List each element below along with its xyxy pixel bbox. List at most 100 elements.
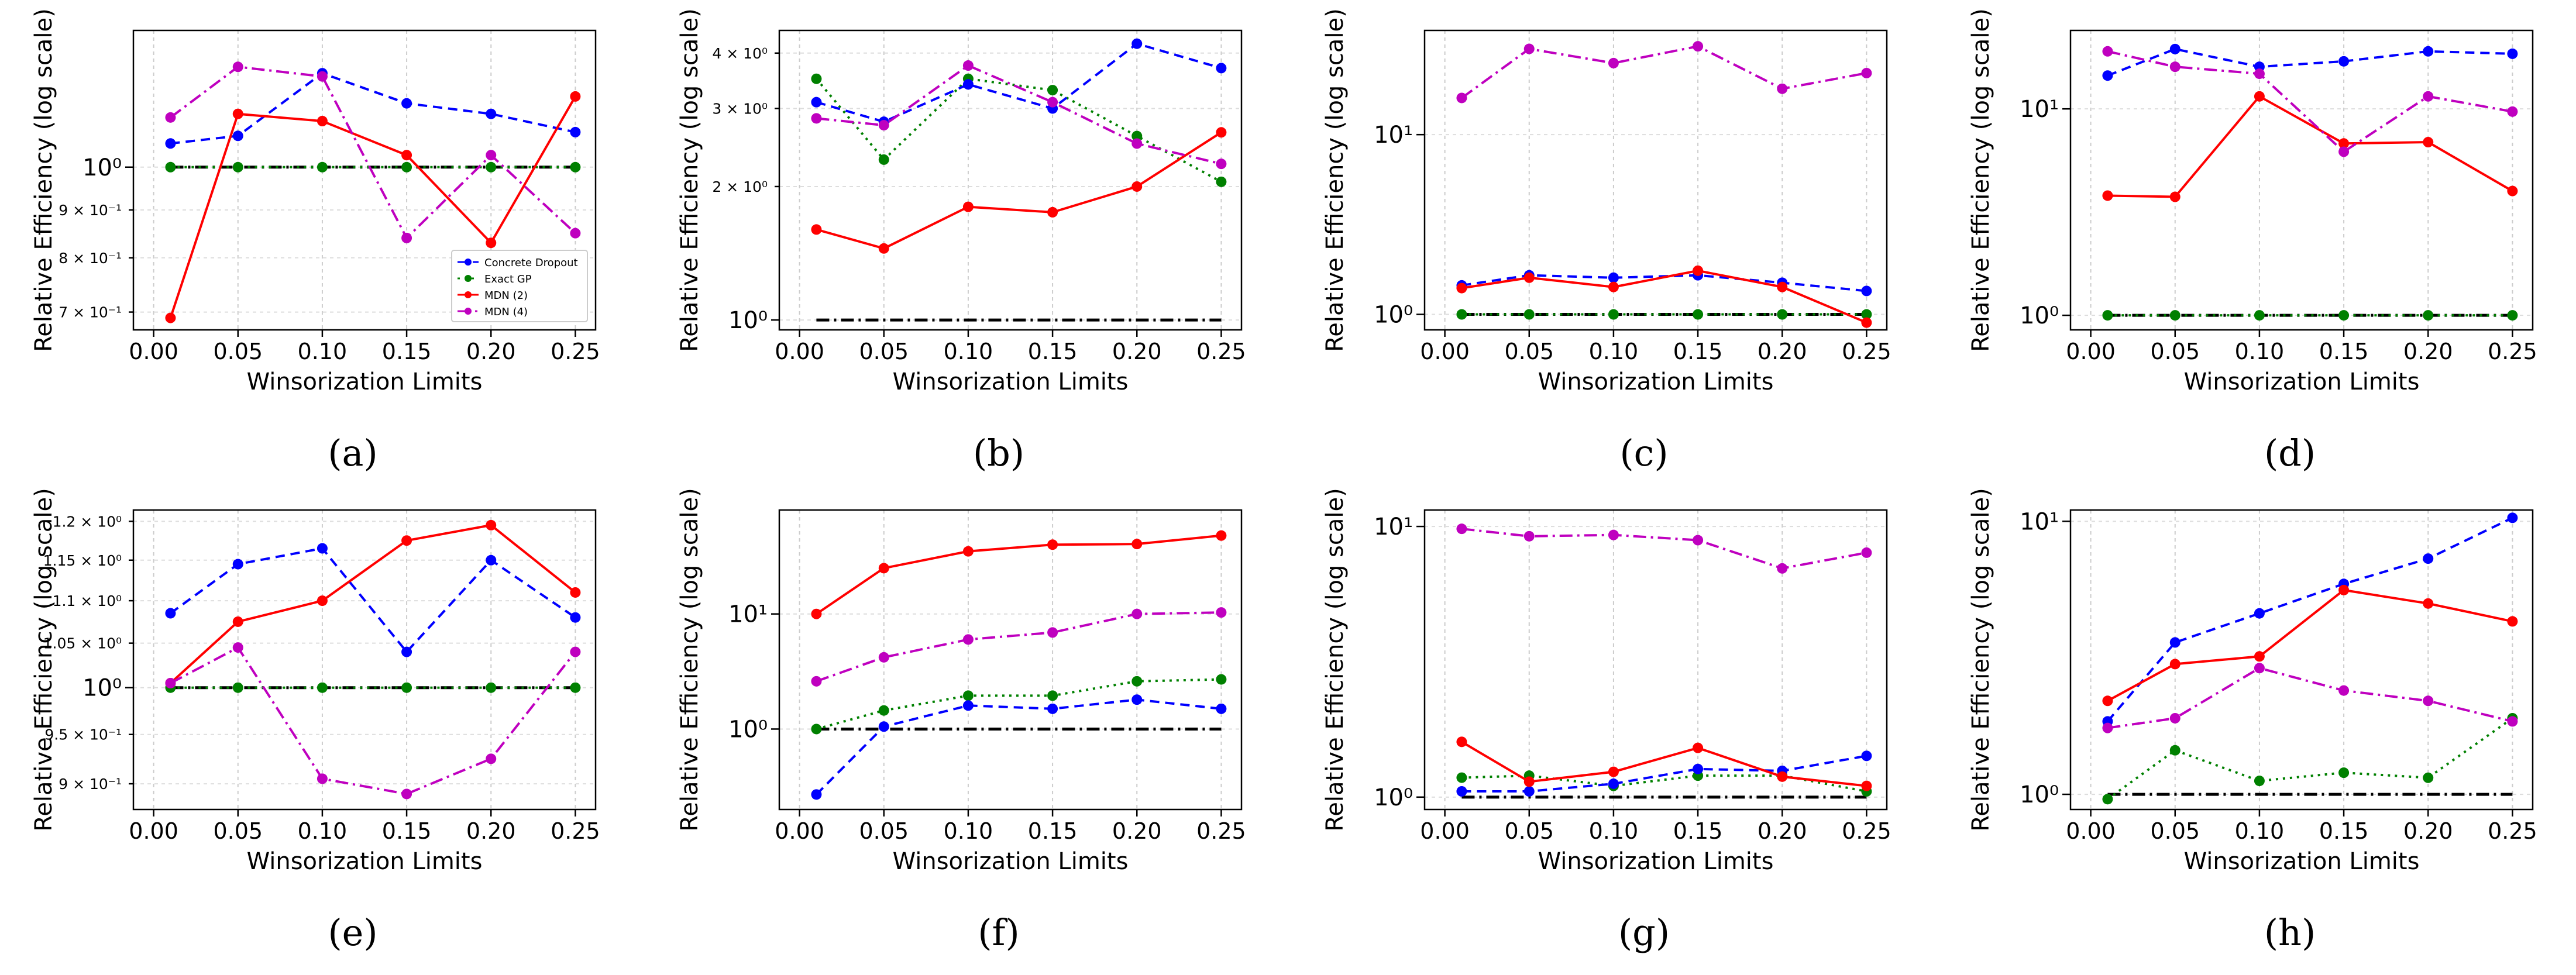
x-tick-label: 0.20 [466,818,516,844]
x-tick-label: 0.10 [1589,818,1639,844]
data-point-mdn2 [2338,584,2350,595]
y-axis-label: Relative Efficiency (log scale) [676,488,703,831]
x-tick-label: 0.15 [382,339,432,364]
data-point-mdn4 [232,642,243,653]
data-point-mdn4 [2169,712,2181,724]
y-tick-label: 1.05 × 10⁰ [43,635,122,652]
x-tick-label: 0.00 [129,818,178,844]
data-point-concrete [165,608,176,619]
data-point-mdn4 [1861,547,1872,558]
y-axis-label: Relative Efficiency (log scale) [1322,488,1349,831]
data-point-exact [2102,310,2113,321]
data-point-concrete [878,721,889,732]
data-point-concrete [570,612,581,623]
x-tick-label: 0.25 [551,339,600,364]
legend-marker-exact [465,275,472,282]
y-tick-label: 1.2 × 10⁰ [53,513,122,530]
data-point-exact [232,682,243,693]
data-point-exact [1216,176,1227,187]
x-tick-label: 0.05 [1504,818,1554,844]
data-point-exact [486,161,497,173]
y-tick-label: 1.1 × 10⁰ [53,592,122,609]
axes-frame [132,509,597,811]
data-point-mdn4 [1456,523,1467,535]
x-tick-label: 0.05 [213,339,263,364]
x-tick-label: 0.00 [129,339,178,364]
legend-marker-mdn2 [465,291,472,298]
y-tick-label: 9 × 10⁻¹ [59,202,122,219]
data-point-mdn2 [2507,616,2518,627]
y-tick-label: 3 × 10⁰ [712,100,768,117]
data-point-mdn4 [962,60,974,71]
data-point-mdn4 [165,677,176,688]
data-point-mdn4 [317,71,328,82]
x-tick-label: 0.00 [2066,339,2116,364]
data-point-exact [1777,309,1788,320]
subplot-g: 0.00 0.05 0.10 0.15 0.20 0.25 10⁰ 10¹ Winsorizat… [1322,488,1891,954]
x-tick-label: 0.25 [2488,339,2537,364]
data-point-mdn2 [1861,780,1872,791]
data-point-mdn4 [1608,529,1619,540]
data-point-concrete [1456,786,1467,797]
x-tick-label: 0.15 [1028,818,1078,844]
x-tick-label: 0.00 [2066,818,2116,844]
data-point-exact [1693,309,1704,320]
y-tick-label: 1.15 × 10⁰ [43,552,122,569]
data-point-concrete [1216,703,1227,714]
data-point-mdn2 [1777,281,1788,292]
data-point-mdn2 [232,616,243,627]
data-point-exact [2338,310,2350,321]
x-axis-label: Winsorization Limits [2184,368,2420,395]
x-tick-label: 0.00 [775,339,824,364]
data-point-exact [1216,674,1227,685]
data-point-mdn2 [1693,265,1704,276]
data-point-mdn2 [2254,651,2265,662]
series-line-mdn4 [816,64,1222,166]
x-axis-label: Winsorization Limits [2184,848,2420,875]
data-point-mdn2 [1456,736,1467,747]
data-point-mdn4 [486,753,497,764]
data-point-concrete [232,559,243,570]
x-tick-label: 0.20 [2403,339,2453,364]
data-point-mdn2 [486,519,497,530]
data-point-concrete [570,126,581,137]
data-point-exact [2254,776,2265,787]
data-point-mdn2 [2423,137,2434,148]
y-tick-label: 9.5 × 10⁻¹ [44,726,122,743]
x-tick-label: 0.20 [1112,818,1162,844]
y-tick-label: 10⁰ [82,675,122,702]
data-point-exact [878,154,889,165]
data-point-concrete [1523,786,1535,797]
data-point-mdn2 [1523,272,1535,283]
data-point-concrete [401,98,412,109]
data-point-mdn4 [1131,138,1143,149]
data-point-mdn2 [878,243,889,254]
data-point-mdn2 [2102,190,2113,201]
data-point-mdn4 [1861,67,1872,78]
subplot-h: 0.00 0.05 0.10 0.15 0.20 0.25 10⁰ 10¹ Winsorizat… [1968,488,2537,954]
x-tick-label: 0.20 [1758,818,1807,844]
data-point-mdn4 [1047,627,1058,638]
data-point-exact [2102,794,2113,805]
data-point-mdn4 [570,228,581,239]
subplot-caption: (b) [973,432,1024,474]
data-point-exact [1456,309,1467,320]
data-point-concrete [2507,48,2518,59]
y-tick-label: 10⁰ [1374,302,1413,329]
y-tick-label: 10⁰ [728,307,768,334]
series-line-mdn2 [170,523,576,684]
data-point-mdn2 [401,535,412,546]
data-point-mdn2 [1216,127,1227,138]
subplot-d: 0.00 0.05 0.10 0.15 0.20 0.25 10⁰ 10¹ Winsorizat… [1968,8,2537,474]
subplot-b: 0.00 0.05 0.10 0.15 0.20 0.25 10⁰ 2 × 10⁰ 3 × 10… [676,8,1246,474]
x-axis-label: Winsorization Limits [893,368,1129,395]
data-point-exact [2423,310,2434,321]
x-tick-label: 0.10 [944,818,993,844]
x-axis-label: Winsorization Limits [247,368,483,395]
data-point-exact [570,161,581,173]
data-point-mdn2 [165,312,176,323]
data-point-mdn2 [962,201,974,212]
data-point-concrete [232,130,243,142]
series-line-mdn4 [170,646,576,795]
data-point-mdn2 [232,108,243,119]
